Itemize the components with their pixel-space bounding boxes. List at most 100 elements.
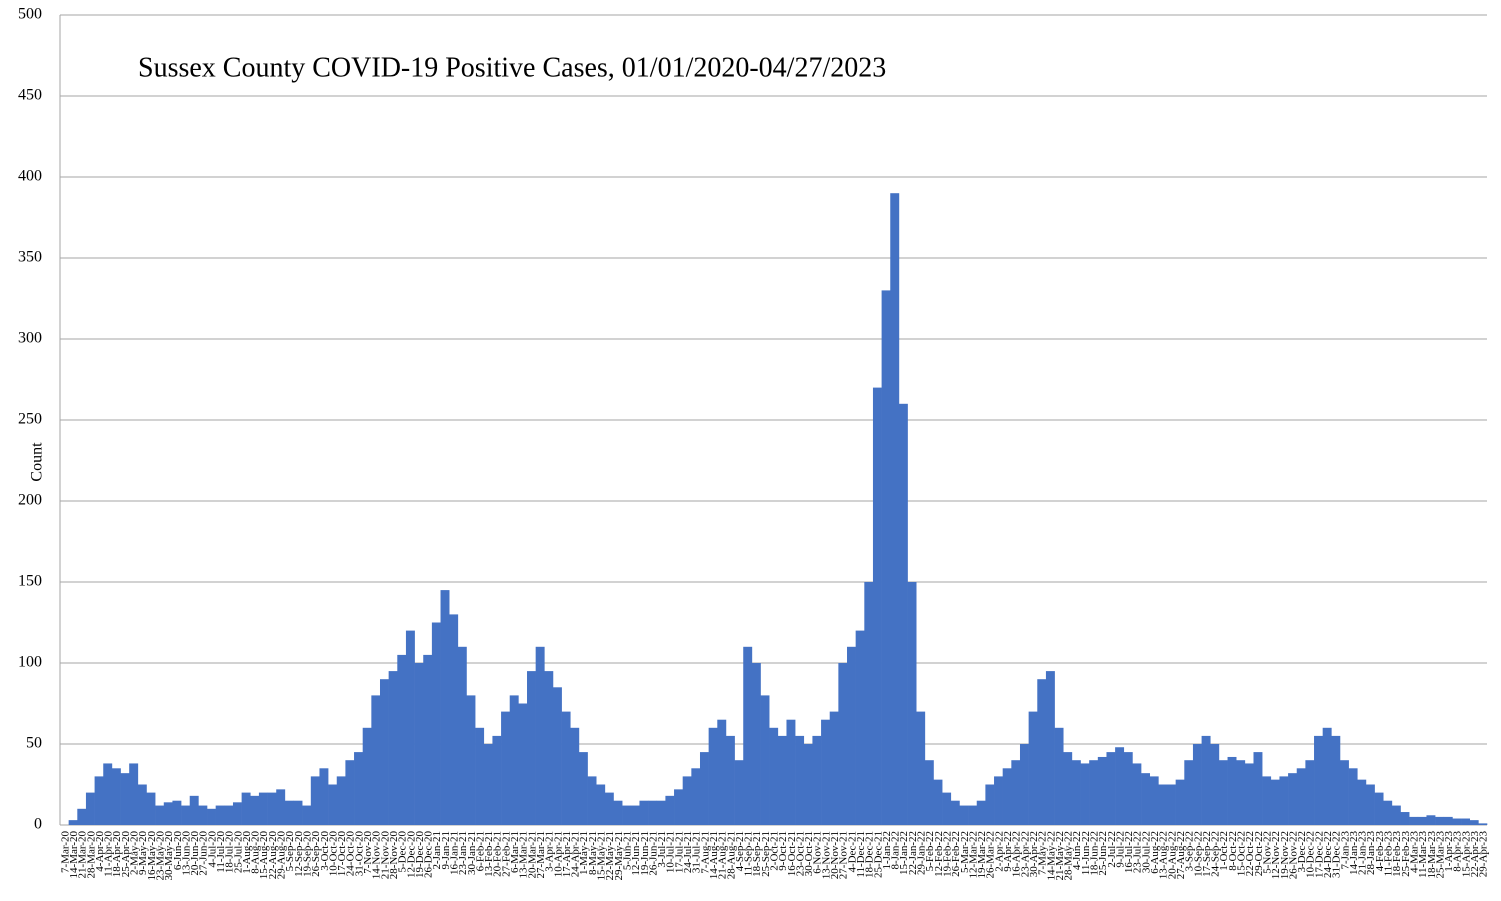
bar	[1123, 752, 1133, 825]
bar	[734, 760, 744, 825]
x-tick-label: 1-Apr-23	[1443, 831, 1455, 872]
x-tick-label: 4-Mar-23	[1408, 831, 1420, 873]
bar	[535, 646, 545, 825]
x-tick-label: 25-Jun-22	[1097, 831, 1109, 876]
bar	[362, 727, 372, 825]
x-tick-label: 16-May-20	[146, 831, 158, 881]
bar	[1063, 752, 1073, 825]
bar	[198, 805, 208, 825]
x-tick-label: 29-May-21	[613, 831, 625, 881]
bar	[1305, 760, 1315, 825]
y-tick-label: 150	[18, 573, 42, 590]
x-tick-label: 20-Feb-21	[492, 831, 504, 877]
x-tick-label: 8-Oct-22	[1227, 831, 1239, 871]
bar	[1244, 763, 1254, 825]
bar	[1314, 735, 1323, 825]
bar	[570, 727, 580, 825]
x-tick-label: 26-Mar-22	[985, 831, 997, 878]
bar	[821, 719, 831, 825]
bar	[933, 779, 943, 825]
x-tick-label: 12-Dec-20	[405, 831, 417, 879]
x-tick-label: 7-Nov-20	[362, 831, 374, 874]
x-tick-label: 5-Sep-20	[284, 831, 296, 872]
x-tick-label: 7-Aug-21	[699, 831, 711, 874]
x-tick-label: 27-Jun-20	[198, 831, 210, 876]
x-tick-label: 21-Jan-23	[1357, 831, 1369, 875]
bar	[561, 711, 571, 825]
x-tick-label: 5-Dec-20	[397, 831, 409, 873]
bar	[916, 711, 926, 825]
bar	[760, 695, 770, 825]
bar	[1218, 760, 1228, 825]
x-tick-label: 27-Nov-21	[838, 831, 850, 879]
x-tick-label: 22-May-21	[604, 831, 616, 881]
x-tick-label: 20-Nov-21	[829, 831, 841, 879]
bar	[743, 646, 753, 825]
bar	[1210, 744, 1220, 825]
bar	[319, 768, 329, 825]
bar	[1002, 768, 1012, 825]
bar	[1054, 727, 1064, 825]
x-tick-label: 26-Feb-22	[950, 831, 962, 877]
bar	[769, 727, 779, 825]
bar	[1435, 816, 1445, 825]
x-tick-label: 26-Jun-21	[647, 831, 659, 876]
x-tick-label: 5-Mar-22	[959, 831, 971, 873]
x-tick-label: 3-Oct-20	[319, 831, 331, 871]
bar	[1097, 756, 1107, 825]
x-tick-label: 12-Feb-22	[933, 831, 945, 877]
bar	[1080, 763, 1090, 825]
x-tick-label: 19-Nov-22	[1279, 831, 1291, 879]
bar	[674, 789, 683, 825]
x-tick-label: 23-Jul-22	[1132, 831, 1144, 873]
x-tick-label: 13-Aug-22	[1158, 831, 1170, 879]
x-tick-label: 17-Apr-21	[561, 831, 573, 877]
y-tick-label: 200	[18, 492, 42, 509]
bar	[250, 795, 260, 825]
x-tick-label: 15-Jan-22	[898, 831, 910, 875]
x-tick-label: 19-Dec-20	[414, 831, 426, 879]
bar	[552, 687, 562, 825]
x-tick-label: 30-Oct-21	[803, 831, 815, 876]
bar	[509, 695, 519, 825]
bar	[1236, 760, 1246, 825]
x-tick-label: 15-Oct-22	[1236, 831, 1248, 876]
bar	[968, 805, 978, 825]
x-tick-label: 25-Mar-23	[1434, 831, 1446, 879]
bar	[751, 663, 761, 825]
bar	[466, 695, 476, 825]
x-tick-label: 11-Sep-21	[743, 831, 755, 876]
bar	[423, 654, 433, 825]
bar	[1391, 805, 1401, 825]
x-tick-label: 9-Jul-22	[1114, 831, 1126, 868]
x-tick-label: 23-May-20	[154, 831, 166, 881]
bar	[725, 735, 735, 825]
bar	[630, 805, 640, 825]
x-tick-label: 15-Aug-20	[258, 831, 270, 880]
x-tick-label: 14-Aug-21	[708, 831, 720, 879]
x-tick-label: 16-Apr-22	[1011, 831, 1023, 877]
bar	[1011, 760, 1021, 825]
x-tick-label: 28-May-22	[1063, 831, 1075, 881]
x-tick-label: 26-Dec-20	[423, 831, 435, 879]
x-tick-label: 10-Dec-22	[1305, 831, 1317, 878]
bar	[68, 820, 78, 825]
bar	[1365, 784, 1375, 825]
x-tick-label: 24-Sep-22	[1210, 831, 1222, 877]
x-tick-label: 3-Jul-21	[656, 831, 668, 868]
bar	[155, 805, 165, 825]
bar	[1149, 776, 1159, 825]
bar	[181, 805, 191, 825]
bar	[1288, 773, 1298, 825]
x-tick-label: 16-Jan-21	[449, 831, 461, 875]
x-tick-label: 10-Jul-21	[665, 831, 677, 873]
x-tick-label: 11-Apr-20	[103, 831, 115, 877]
bar	[492, 735, 502, 825]
bar	[129, 763, 139, 825]
bar	[397, 654, 407, 825]
bar	[336, 776, 346, 825]
bar	[708, 727, 718, 825]
x-tick-label: 11-Dec-21	[855, 831, 867, 878]
x-tick-label: 6-Mar-21	[509, 831, 521, 873]
bar	[1201, 735, 1211, 825]
